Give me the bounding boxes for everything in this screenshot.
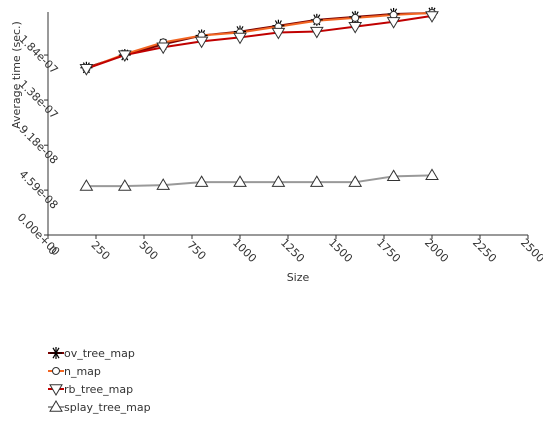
marker: [425, 168, 439, 181]
legend-label: ov_tree_map: [64, 347, 135, 360]
legend-label: splay_tree_map: [64, 401, 151, 414]
series-line: [86, 11, 433, 69]
marker: [117, 50, 132, 63]
marker: [233, 175, 247, 187]
x-tick-label: 1000: [230, 236, 259, 265]
marker: [156, 178, 171, 190]
marker: [386, 169, 401, 182]
x-tick-label: 2500: [518, 236, 543, 265]
marker: [348, 21, 363, 34]
x-tick-label: 2000: [422, 236, 451, 265]
x-axis-label: Size: [287, 271, 310, 284]
series-line: [86, 14, 433, 70]
y-tick-label: 4.59e-08: [16, 168, 60, 212]
y-tick-label: 9.18e-08: [16, 123, 60, 167]
marker: [194, 36, 209, 49]
x-tick-label: 2250: [470, 236, 499, 265]
series-line: [86, 11, 433, 70]
marker: [79, 179, 94, 191]
marker: [50, 347, 62, 359]
marker: [386, 17, 401, 29]
marker: [52, 367, 60, 375]
x-tick-label: 1750: [374, 236, 403, 265]
marker: [79, 64, 94, 76]
marker: [309, 26, 324, 39]
x-tick-label: 1500: [326, 236, 355, 265]
marker: [425, 11, 439, 23]
legend-label: rb_tree_map: [64, 383, 133, 396]
series-line: [86, 174, 433, 188]
marker: [309, 175, 324, 187]
marker: [271, 175, 286, 187]
x-tick-label: 1250: [278, 236, 307, 265]
y-axis-label: Average time (sec.): [10, 21, 23, 129]
marker: [271, 27, 286, 40]
x-tick-label: 250: [88, 239, 112, 263]
marker: [348, 175, 363, 187]
marker: [233, 32, 247, 45]
marker: [312, 16, 321, 25]
legend-label: n_map: [64, 365, 101, 378]
y-tick-label: 1.84e-07: [16, 33, 60, 77]
x-tick-label: 750: [184, 239, 208, 263]
marker: [49, 384, 63, 396]
marker: [49, 400, 63, 412]
marker: [156, 42, 171, 55]
y-tick-label: 1.38e-07: [16, 78, 60, 122]
marker: [117, 179, 132, 191]
x-tick-label: 500: [136, 239, 160, 263]
marker: [194, 175, 209, 187]
marker: [351, 13, 360, 22]
